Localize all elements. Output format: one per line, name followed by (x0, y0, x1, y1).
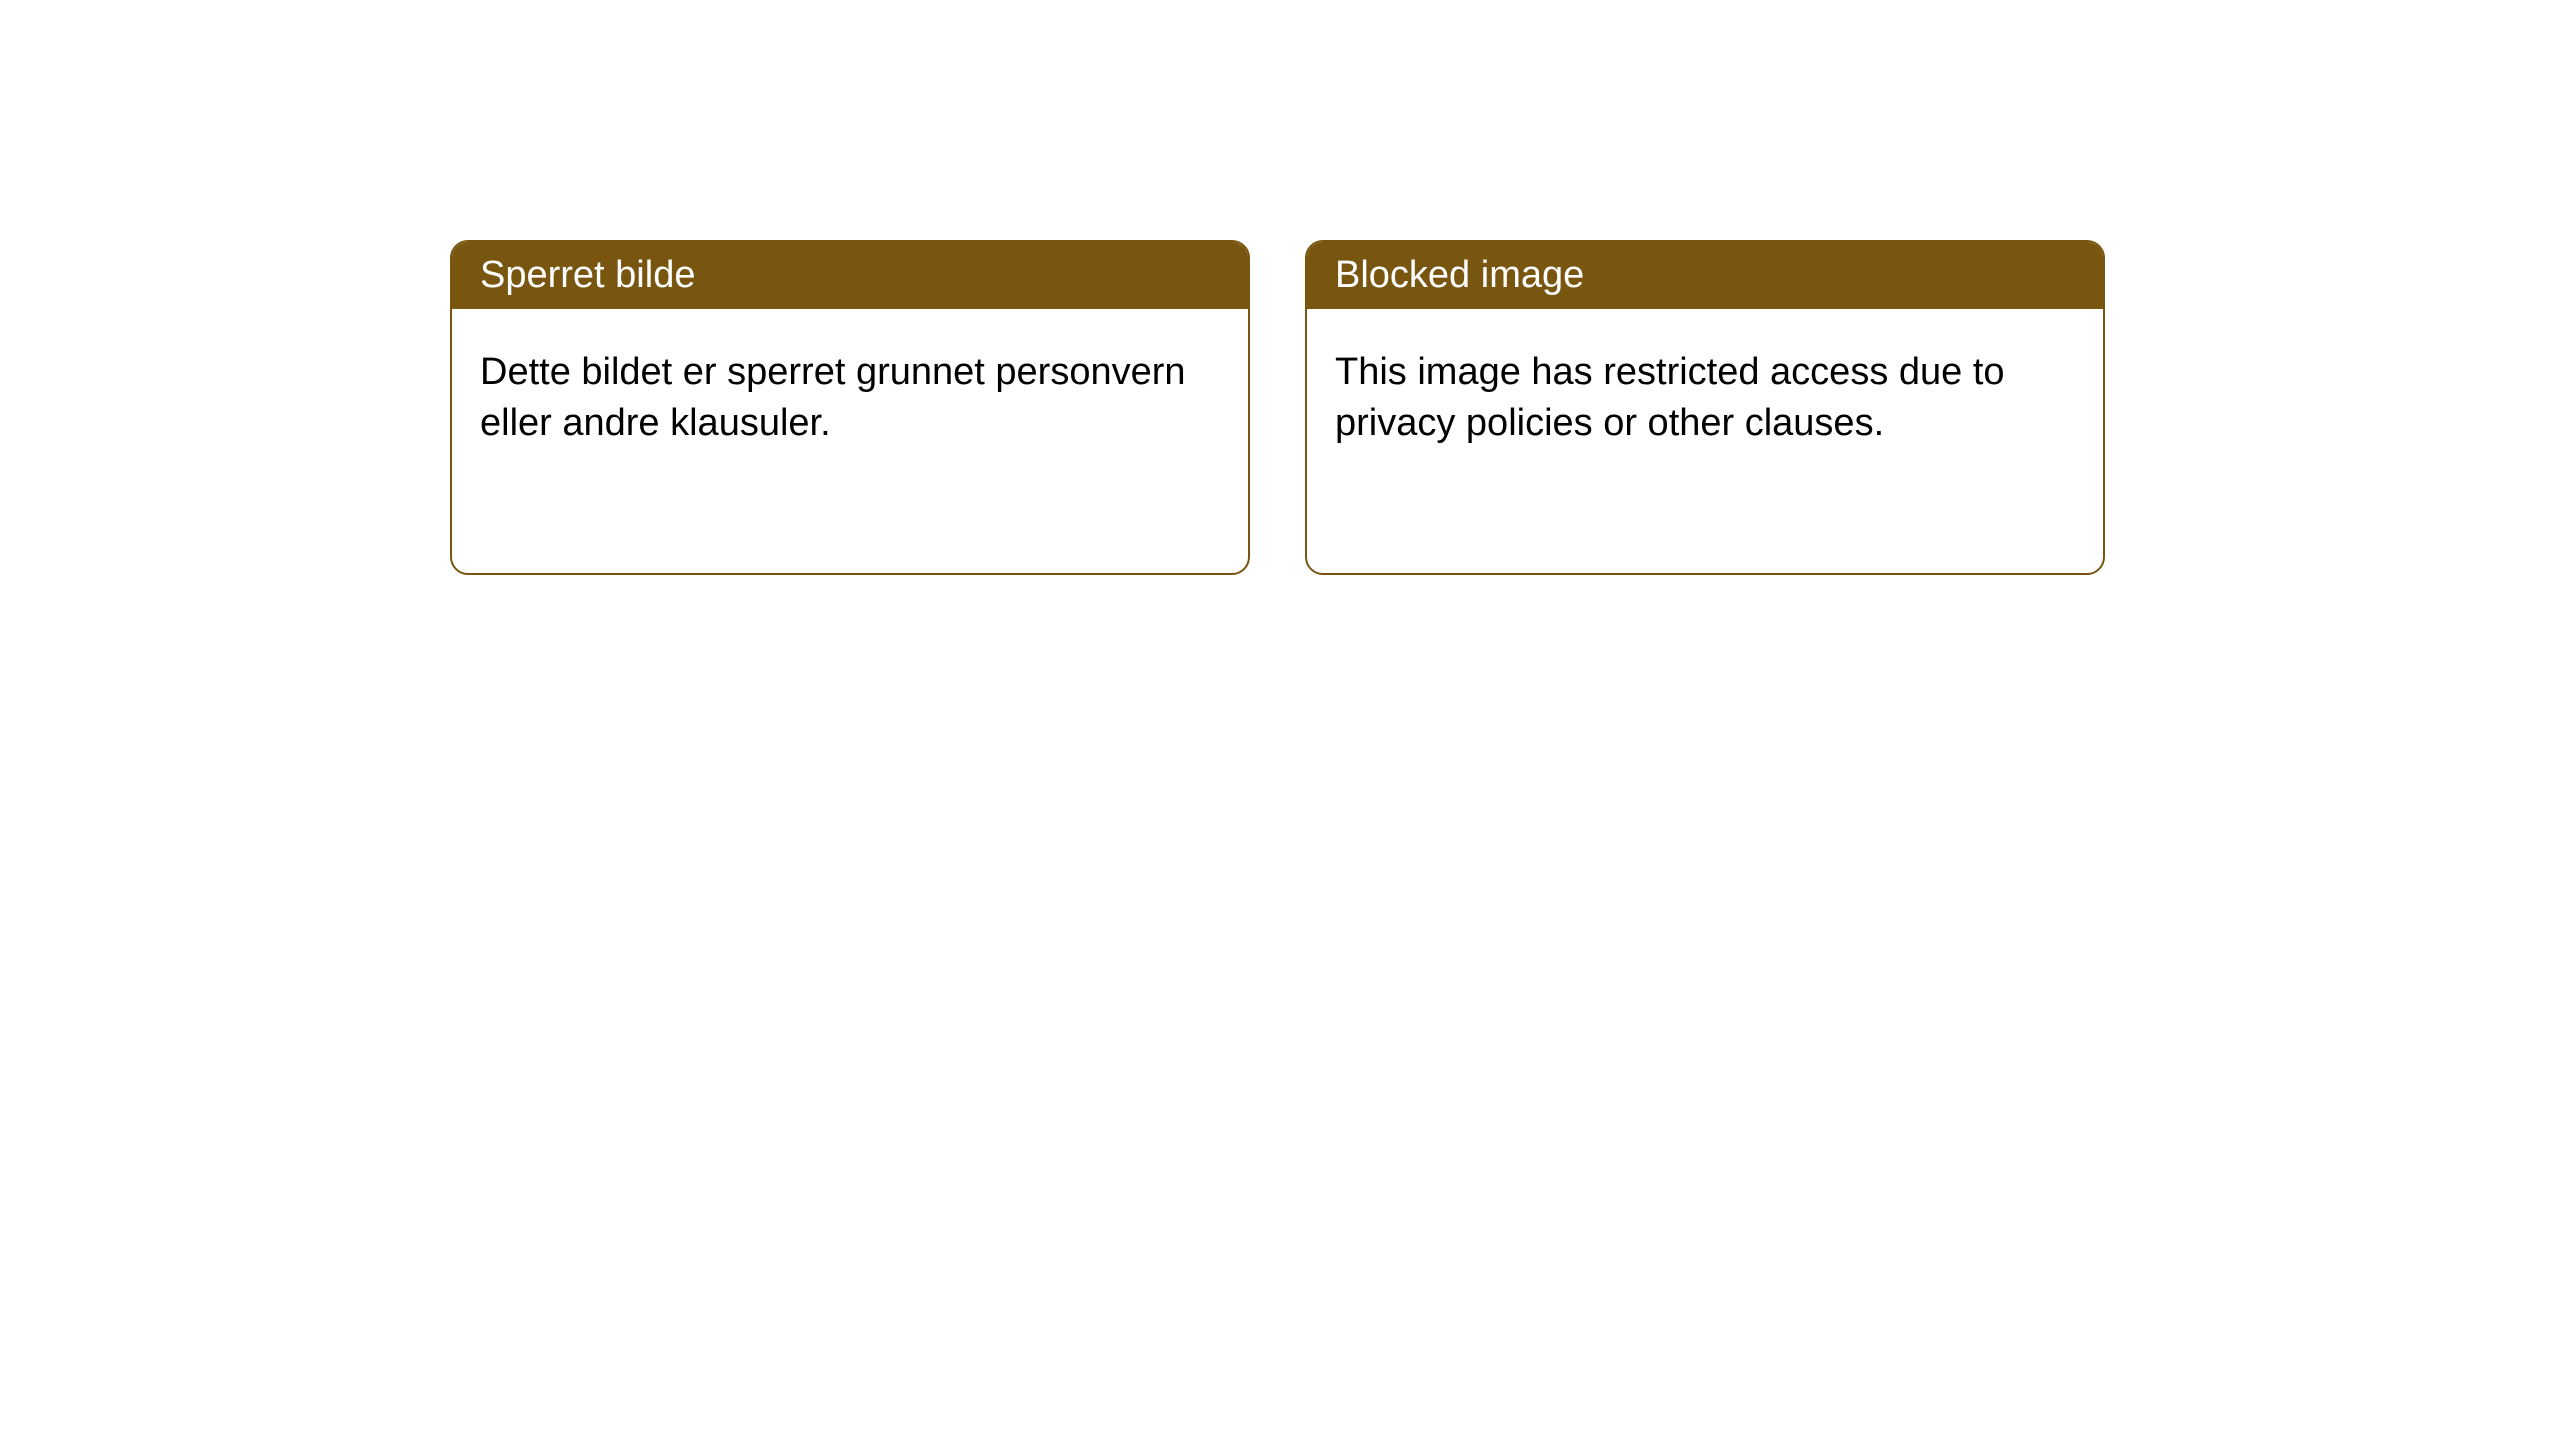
card-title: Blocked image (1335, 254, 1584, 296)
card-body-text: Dette bildet er sperret grunnet personve… (480, 351, 1186, 444)
blocked-image-card-no: Sperret bilde Dette bildet er sperret gr… (450, 240, 1250, 575)
card-header: Blocked image (1307, 242, 2103, 309)
card-body: This image has restricted access due to … (1307, 309, 2103, 488)
card-body: Dette bildet er sperret grunnet personve… (452, 309, 1248, 488)
card-body-text: This image has restricted access due to … (1335, 351, 2005, 444)
card-title: Sperret bilde (480, 254, 695, 296)
blocked-image-card-en: Blocked image This image has restricted … (1305, 240, 2105, 575)
cards-container: Sperret bilde Dette bildet er sperret gr… (0, 0, 2560, 575)
card-header: Sperret bilde (452, 242, 1248, 309)
